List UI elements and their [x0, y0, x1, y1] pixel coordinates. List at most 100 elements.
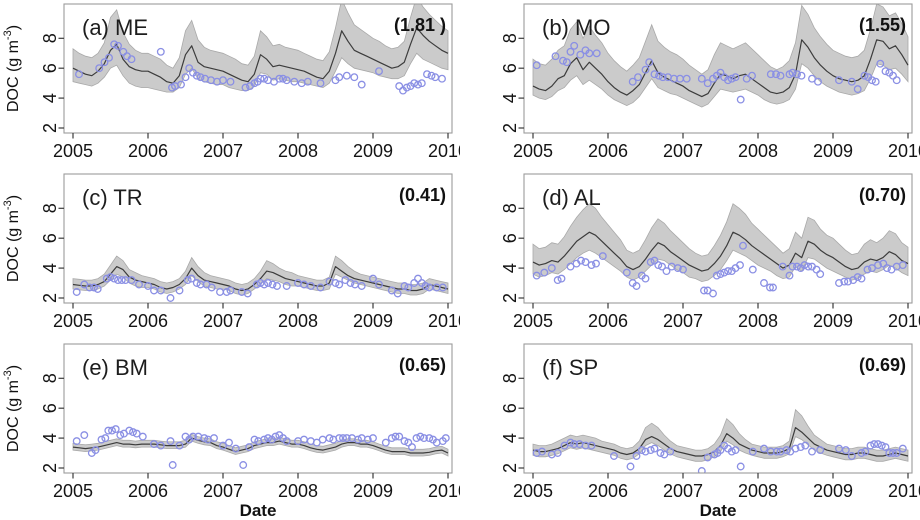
observation-point	[375, 280, 383, 289]
observation-point	[540, 268, 549, 277]
observation-point	[85, 283, 94, 292]
observation-point	[192, 71, 201, 80]
observation-point	[844, 277, 852, 286]
observation-point	[404, 283, 413, 292]
observation-points	[532, 438, 907, 473]
observation-point	[656, 449, 665, 457]
observation-point	[357, 80, 366, 89]
observation-point	[814, 77, 822, 86]
observation-point	[626, 462, 635, 471]
observation-point	[400, 437, 409, 446]
y-tick-label: 8	[40, 373, 60, 383]
panel-annotation: (1.55)	[859, 15, 906, 35]
observation-point	[354, 435, 362, 444]
observation-point	[410, 279, 419, 287]
panel-annotation: (0.69)	[859, 355, 906, 375]
observation-point	[125, 426, 134, 435]
observation-point	[870, 440, 879, 449]
observation-point	[727, 447, 736, 456]
x-tick-label: 2007	[663, 141, 703, 161]
observation-point	[766, 283, 774, 292]
observation-point	[104, 426, 113, 435]
panel-b: 2005 2006 2007 2008 2009 2010 2 4 6 8 (b) MO (1.55)	[460, 0, 920, 170]
y-tick-label: 4	[500, 433, 520, 443]
observation-point	[196, 73, 205, 82]
observation-point	[135, 280, 143, 289]
observation-point	[282, 437, 291, 446]
observation-point	[427, 71, 436, 80]
panel-b-chart: 2005 2006 2007 2008 2009 2010 2 4 6 8 (b) MO (1.55)	[500, 3, 920, 161]
panel-annotation: (0.65)	[399, 355, 446, 375]
x-tick-label: 2005	[513, 141, 553, 161]
observation-point	[225, 438, 233, 447]
observation-point	[395, 82, 404, 91]
plot-area	[532, 203, 909, 298]
observation-point	[632, 452, 641, 460]
panel-annotation: (0.41)	[399, 185, 446, 205]
panel-d: 2005 2006 2007 2008 2009 2010 2 4 6 8 (d) AL (0.70)	[460, 170, 920, 340]
x-tick-label: 2010	[888, 311, 920, 331]
observation-point	[387, 434, 396, 443]
panel-label: (d) AL	[542, 185, 601, 210]
observation-point	[210, 434, 218, 443]
observation-point	[650, 70, 659, 79]
observation-point	[95, 64, 104, 73]
mean-line	[532, 231, 909, 272]
observation-point	[853, 273, 862, 282]
observation-point	[144, 282, 152, 290]
observation-point	[703, 453, 712, 462]
observation-point	[282, 282, 291, 290]
observation-point	[703, 79, 712, 88]
observation-point	[622, 268, 631, 277]
observation-point	[316, 283, 325, 292]
observation-point	[628, 77, 637, 86]
observation-point	[239, 461, 248, 469]
observation-point	[282, 76, 291, 85]
x-tick-label: 2009	[353, 311, 393, 331]
observation-point	[566, 262, 575, 271]
observation-point	[420, 434, 428, 443]
observation-point	[793, 262, 801, 271]
observation-point	[260, 74, 269, 83]
observation-point	[581, 258, 590, 267]
observation-point	[111, 425, 120, 434]
panel-e: 2005 2006 2007 2008 2009 2010 2 4 6 8 (e) BM (0.65)…	[0, 340, 460, 520]
observation-point	[861, 447, 870, 456]
y-tick-label: 2	[40, 123, 60, 133]
observation-point	[841, 446, 850, 455]
observation-point	[797, 71, 806, 80]
x-tick-label: 2009	[353, 141, 393, 161]
observation-point	[748, 447, 757, 456]
observation-point	[187, 274, 196, 283]
observation-point	[634, 73, 642, 82]
observation-point	[216, 288, 224, 296]
x-tick-label: 2008	[278, 311, 318, 331]
x-tick-label: 2007	[663, 311, 703, 331]
observation-point	[739, 241, 747, 250]
observation-point	[231, 444, 240, 453]
observation-point	[816, 270, 825, 279]
observation-point	[559, 56, 567, 65]
observation-point	[243, 289, 252, 298]
observation-point	[168, 461, 177, 469]
observation-point	[421, 282, 430, 290]
observation-point	[804, 262, 813, 271]
panel-annotation: (1.81 )	[394, 15, 446, 35]
observation-point	[200, 434, 209, 443]
observation-point	[106, 273, 115, 282]
observation-point	[189, 432, 197, 441]
panel-annotation: (0.70)	[859, 185, 906, 205]
observation-point	[736, 462, 745, 471]
panel-e-chart: 2005 2006 2007 2008 2009 2010 2 4 6 8 (e) BM (0.65)…	[2, 343, 460, 520]
observation-point	[847, 452, 856, 460]
observation-point	[181, 73, 190, 82]
observation-point	[532, 449, 541, 457]
y-axis-title-main: DOC (g m	[5, 380, 22, 452]
observation-point	[339, 434, 347, 443]
observation-point	[342, 71, 351, 80]
observation-point	[776, 71, 785, 80]
observation-point	[724, 267, 732, 276]
panel-c-chart: 2005 2006 2007 2008 2009 2010 2 4 6 8 (c) TR (0.41)…	[2, 173, 460, 331]
observation-point	[650, 256, 659, 265]
y-tick-label: 2	[500, 123, 520, 133]
